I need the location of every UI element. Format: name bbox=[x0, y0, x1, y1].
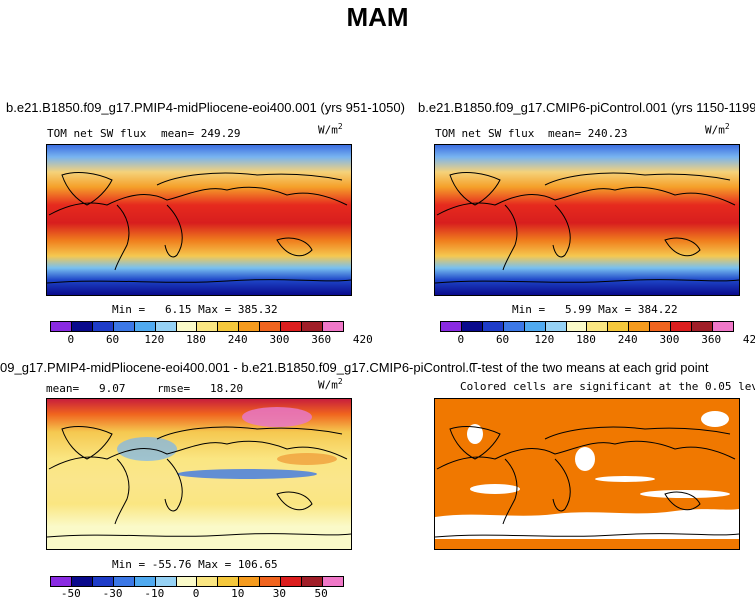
colorbar-swatch bbox=[134, 322, 156, 331]
colorbar-swatch bbox=[545, 322, 567, 331]
panel3-mean: mean= 9.07 bbox=[46, 382, 126, 395]
colorbar-swatch bbox=[113, 577, 135, 586]
colorbar-tick-label: 60 bbox=[495, 333, 510, 346]
panel3-units: W/m2 bbox=[318, 377, 343, 392]
colorbar-swatch bbox=[650, 322, 672, 331]
colorbar-tick-label: 120 bbox=[144, 333, 165, 346]
colorbar-swatch bbox=[218, 577, 240, 586]
figure-title: MAM bbox=[346, 2, 409, 32]
panel3-title: 09_g17.PMIP4-midPliocene-eoi400.001 - b.… bbox=[0, 360, 472, 375]
colorbar-swatch bbox=[197, 577, 219, 586]
colorbar-swatch bbox=[113, 322, 135, 331]
panel1-units: W/m2 bbox=[318, 122, 343, 137]
colorbar-swatch bbox=[218, 322, 240, 331]
colorbar-tick-label: 0 bbox=[192, 587, 200, 600]
colorbar-swatch bbox=[176, 322, 198, 331]
panel4-title: T-test of the two means at each grid poi… bbox=[470, 360, 709, 375]
panel3-map bbox=[46, 398, 352, 550]
colorbar-tick-label: 300 bbox=[269, 333, 290, 346]
panel3-rmse: rmse= 18.20 bbox=[157, 382, 244, 395]
panel3-map-svg bbox=[47, 399, 351, 549]
colorbar-swatch bbox=[71, 577, 93, 586]
colorbar-swatch bbox=[92, 322, 114, 331]
panel2-colorbar bbox=[440, 321, 734, 332]
colorbar-swatch bbox=[587, 322, 609, 331]
panel2-map bbox=[434, 144, 740, 296]
colorbar-tick-label: 240 bbox=[227, 333, 248, 346]
panel1-minmax: Min = 6.15 Max = 385.32 bbox=[112, 303, 278, 316]
colorbar-swatch bbox=[441, 322, 462, 331]
panel3-colorbar bbox=[50, 576, 344, 587]
colorbar-swatch bbox=[51, 577, 72, 586]
panel3-colorbar-ticks: -50 -30 -10 0 10 30 50 bbox=[50, 587, 342, 600]
colorbar-tick-label: 10 bbox=[231, 587, 245, 600]
colorbar-swatch bbox=[239, 322, 261, 331]
panel3-minmax: Min = -55.76 Max = 106.65 bbox=[112, 558, 278, 571]
colorbar-swatch bbox=[566, 322, 588, 331]
colorbar-tick-label: 180 bbox=[576, 333, 596, 346]
colorbar-tick-label: -50 bbox=[60, 587, 81, 600]
colorbar-tick-label: 60 bbox=[105, 333, 120, 346]
colorbar-swatch bbox=[608, 322, 630, 331]
colorbar-swatch bbox=[629, 322, 651, 331]
colorbar-swatch bbox=[302, 577, 323, 586]
colorbar-swatch bbox=[322, 577, 343, 586]
colorbar-swatch bbox=[302, 322, 323, 331]
colorbar-swatch bbox=[281, 322, 303, 331]
colorbar-tick-label: 360 bbox=[311, 333, 332, 346]
colorbar-tick-label: 50 bbox=[314, 587, 328, 600]
panel1-map bbox=[46, 144, 352, 296]
colorbar-tick-label: 30 bbox=[272, 587, 287, 600]
panel4-subtitle: Colored cells are significant at the 0.0… bbox=[460, 380, 755, 393]
colorbar-swatch bbox=[134, 577, 156, 586]
colorbar-tick-label: 300 bbox=[659, 333, 680, 346]
colorbar-swatch bbox=[71, 322, 93, 331]
colorbar-swatch bbox=[51, 322, 72, 331]
colorbar-tick-label: 420 bbox=[352, 333, 373, 346]
colorbar-tick-label: 360 bbox=[701, 333, 722, 346]
colorbar-swatch bbox=[482, 322, 504, 331]
colorbar-swatch bbox=[503, 322, 525, 331]
colorbar-tick-label: 420 bbox=[742, 333, 755, 346]
panel4-map bbox=[434, 398, 740, 550]
colorbar-swatch bbox=[260, 577, 282, 586]
panel2-units: W/m2 bbox=[705, 122, 730, 137]
panel2-variable: TOM net SW flux bbox=[435, 127, 535, 140]
colorbar-tick-label: -10 bbox=[144, 587, 165, 600]
colorbar-swatch bbox=[260, 322, 282, 331]
panel1-map-svg bbox=[47, 145, 351, 295]
colorbar-swatch bbox=[281, 577, 303, 586]
panel1-title: b.e21.B1850.f09_g17.PMIP4-midPliocene-eo… bbox=[6, 100, 405, 115]
colorbar-swatch bbox=[671, 322, 693, 331]
colorbar-swatch bbox=[692, 322, 713, 331]
colorbar-swatch bbox=[92, 577, 114, 586]
colorbar-swatch bbox=[461, 322, 483, 331]
colorbar-swatch bbox=[322, 322, 343, 331]
colorbar-tick-label: 0 bbox=[457, 333, 465, 346]
panel2-mean: mean= 240.23 bbox=[548, 127, 628, 140]
panel1-colorbar bbox=[50, 321, 344, 332]
panel1-mean: mean= 249.29 bbox=[161, 127, 241, 140]
panel1-variable: TOM net SW flux bbox=[47, 127, 147, 140]
colorbar-tick-label: 120 bbox=[534, 333, 555, 346]
colorbar-swatch bbox=[197, 322, 219, 331]
panel4-map-svg bbox=[435, 399, 739, 549]
colorbar-tick-label: 180 bbox=[186, 333, 206, 346]
colorbar-tick-label: 0 bbox=[67, 333, 75, 346]
panel2-colorbar-ticks: 0 60 120 180 240 300 360 420 bbox=[440, 333, 755, 347]
panel2-minmax: Min = 5.99 Max = 384.22 bbox=[512, 303, 678, 316]
colorbar-tick-label: 240 bbox=[617, 333, 638, 346]
colorbar-swatch bbox=[155, 322, 177, 331]
panel2-map-svg bbox=[435, 145, 739, 295]
colorbar-swatch bbox=[712, 322, 733, 331]
colorbar-swatch bbox=[239, 577, 261, 586]
colorbar-tick-label: -30 bbox=[102, 587, 123, 600]
colorbar-swatch bbox=[176, 577, 198, 586]
colorbar-swatch bbox=[155, 577, 177, 586]
panel1-colorbar-ticks: 0 60 120 180 240 300 360 420 bbox=[50, 333, 373, 347]
panel2-title: b.e21.B1850.f09_g17.CMIP6-piControl.001 … bbox=[418, 100, 755, 115]
colorbar-swatch bbox=[524, 322, 546, 331]
